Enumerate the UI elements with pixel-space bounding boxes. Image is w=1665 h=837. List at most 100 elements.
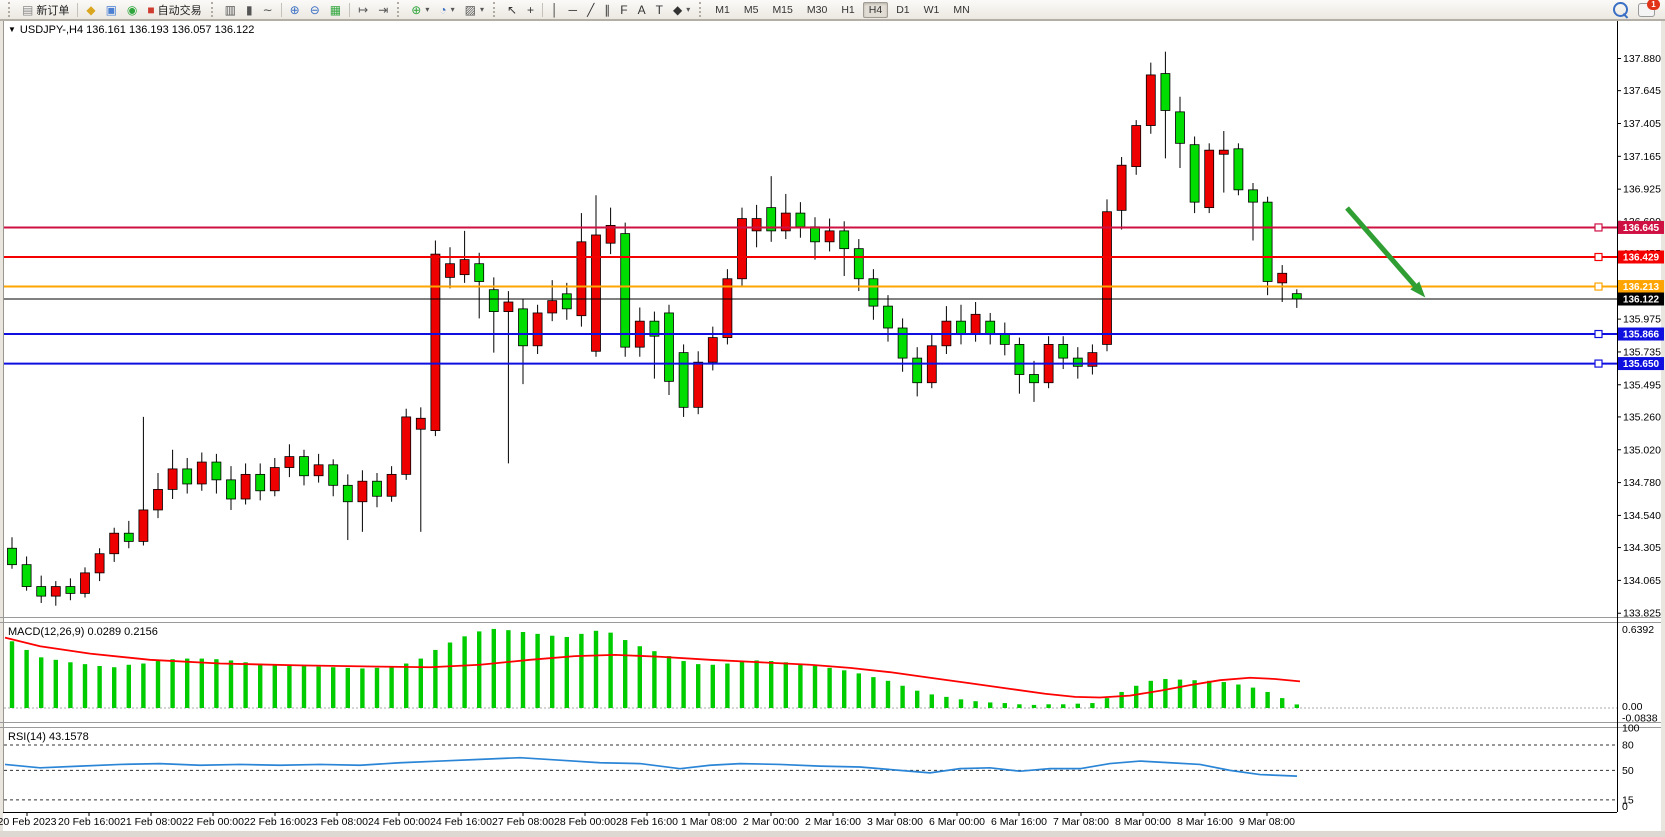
trendline-icon-glyph: ╱ [587, 2, 595, 17]
arrows-tool-icon-caret-icon[interactable]: ▾ [686, 5, 691, 14]
candle [123, 532, 134, 542]
svg-text:137.645: 137.645 [1623, 85, 1661, 97]
line-handle[interactable] [1594, 282, 1603, 291]
candle [985, 320, 996, 334]
template-icon[interactable]: ▨ ▾ [461, 2, 488, 18]
candle [853, 248, 864, 280]
candle [153, 489, 163, 511]
candle [1277, 272, 1288, 284]
svg-text:8 Mar 00:00: 8 Mar 00:00 [1115, 816, 1171, 828]
equidistant-channel-icon[interactable]: ∥ [600, 2, 614, 18]
period-icon-caret-icon[interactable]: ▾ [450, 5, 455, 14]
add-indicator-icon-caret-icon[interactable]: ▾ [425, 5, 430, 14]
toolbar-grip[interactable] [397, 2, 402, 17]
timeframe-mn-button[interactable]: MN [953, 3, 970, 16]
svg-text:136.925: 136.925 [1623, 184, 1661, 196]
new-order-button[interactable]: ▤ 新订单 [18, 0, 73, 20]
text-label-icon[interactable]: T [652, 2, 667, 18]
text-icon[interactable]: A [634, 2, 650, 18]
candle [897, 327, 908, 359]
macd-signal-line [4, 636, 1301, 699]
search-icon[interactable] [1613, 2, 1628, 17]
zoom-in-icon-glyph: ⊕ [289, 2, 300, 17]
horizontal-lines-layer[interactable] [4, 223, 1617, 368]
bar-chart-icon[interactable]: ▥ [221, 2, 240, 18]
line-handle[interactable] [1594, 252, 1603, 262]
market-depth-icon[interactable]: ▣ [102, 2, 121, 18]
fibonacci-icon-glyph: F [620, 2, 628, 17]
tile-windows-icon-glyph: ▦ [329, 2, 342, 17]
toolbar-separator [77, 2, 79, 17]
candle [415, 417, 426, 430]
vertical-line-icon[interactable]: │ [547, 2, 563, 18]
period-icon[interactable]: ◔ ▾ [435, 2, 458, 18]
trendline-icon[interactable]: ╱ [583, 2, 598, 18]
candle [182, 468, 193, 485]
crosshair-icon[interactable]: + [523, 2, 538, 18]
timeframe-h1-button[interactable]: H1 [841, 3, 855, 16]
candle [503, 301, 514, 312]
add-indicator-icon[interactable]: ⊕ ▾ [407, 2, 433, 18]
timeframe-w1-button[interactable]: W1 [923, 3, 940, 16]
tile-windows-icon[interactable]: ▦ [326, 2, 345, 18]
autotrade-button[interactable]: ■ 自动交易 [143, 0, 205, 20]
line-chart-icon[interactable]: ∼ [259, 2, 277, 18]
candle [620, 233, 631, 348]
text-label-icon-glyph: T [655, 2, 663, 17]
candle [1116, 164, 1127, 211]
market-depth-icon-glyph: ▣ [105, 2, 117, 17]
line-handle[interactable] [1594, 359, 1603, 368]
svg-text:6 Mar 00:00: 6 Mar 00:00 [929, 816, 985, 828]
svg-text:22 Feb 00:00: 22 Feb 00:00 [182, 816, 244, 828]
svg-text:0.00: 0.00 [1622, 701, 1643, 713]
toolbar-grip[interactable] [492, 2, 498, 17]
toolbar-grip[interactable] [210, 2, 216, 17]
fibonacci-icon[interactable]: F [616, 2, 631, 18]
annotation-arrow[interactable] [1345, 206, 1426, 298]
timeframe-m5-button[interactable]: M5 [743, 3, 759, 16]
toolbar-grip[interactable] [699, 2, 704, 17]
timeframe-d1-button[interactable]: D1 [896, 3, 910, 16]
collapse-chart-icon[interactable]: ▼ [8, 25, 16, 34]
line-handle[interactable] [1594, 223, 1603, 232]
line-handle[interactable] [1594, 329, 1603, 339]
toolbar-buttons: ▤ 新订单 ◆ ▣ ◉ ■ 自动交易 ▥ ▮ ∼ ⊕ ⊖ ▦ ↦ ⇥ ⊕ ▾ ◔ ▾ ▨ ▾ ↖ + │ ─ ╱ ∥ F A T ◆ ▾ M1 M… [4, 0, 977, 20]
candle [138, 509, 149, 542]
cursor-icon-glyph: ↖ [506, 2, 518, 17]
candlestick-chart-icon[interactable]: ▮ [242, 2, 257, 18]
timeframe-h4-button[interactable]: H4 [862, 1, 889, 18]
candle [255, 473, 266, 492]
candle [7, 547, 17, 566]
chart-shift-icon[interactable]: ⇥ [374, 2, 392, 18]
svg-text:133.825: 133.825 [1623, 608, 1661, 620]
arrows-tool-icon[interactable]: ◆ ▾ [669, 2, 694, 18]
svg-text:100: 100 [1622, 723, 1640, 735]
svg-text:3 Mar 08:00: 3 Mar 08:00 [867, 816, 923, 828]
signals-icon[interactable]: ◉ [123, 2, 141, 18]
candle [488, 289, 499, 312]
zoom-out-icon[interactable]: ⊖ [306, 2, 324, 18]
macd-indicator-label: MACD(12,26,9) 0.0289 0.2156 [8, 626, 158, 638]
chart-background [0, 20, 1665, 837]
template-icon-caret-icon[interactable]: ▾ [479, 5, 484, 14]
autotrade-button-label: 自动交易 [157, 4, 202, 17]
zoom-in-icon[interactable]: ⊕ [286, 2, 304, 18]
toolbar-grip[interactable] [8, 2, 13, 17]
timeframe-m15-button[interactable]: M15 [772, 3, 793, 16]
svg-text:20 Feb 2023: 20 Feb 2023 [0, 816, 57, 828]
auto-scroll-icon[interactable]: ↦ [354, 2, 372, 18]
candle [36, 586, 47, 597]
candle [1189, 144, 1200, 203]
candle [109, 532, 120, 555]
candle [561, 293, 572, 310]
timeframe-m1-button[interactable]: M1 [715, 3, 730, 16]
rsi-indicator-label: RSI(14) 43.1578 [8, 731, 89, 743]
timeframe-m30-button[interactable]: M30 [806, 3, 828, 16]
candle [576, 241, 587, 317]
horizontal-line-icon[interactable]: ─ [565, 2, 582, 18]
gold-symbol-icon[interactable]: ◆ [82, 2, 99, 18]
notifications-icon[interactable]: 1 [1638, 0, 1660, 17]
svg-text:27 Feb 08:00: 27 Feb 08:00 [492, 816, 554, 828]
cursor-icon[interactable]: ↖ [503, 2, 521, 18]
